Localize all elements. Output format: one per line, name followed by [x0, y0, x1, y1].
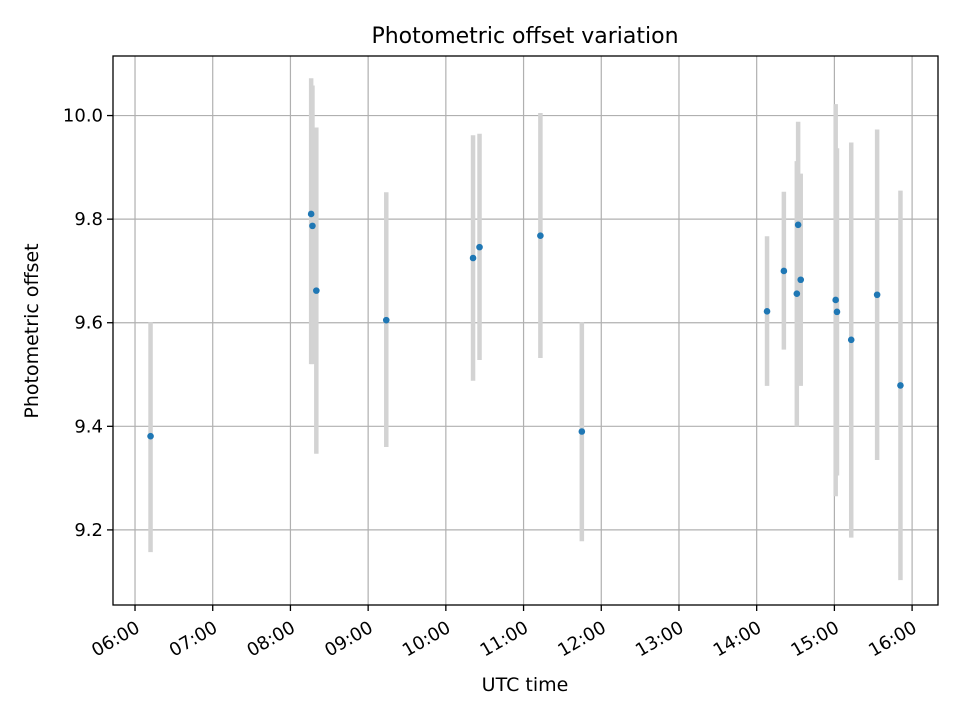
y-tick-label: 9.4 [74, 416, 103, 437]
point-layer [147, 210, 904, 440]
data-point [763, 308, 771, 315]
data-point [147, 432, 154, 440]
x-tick-label: 06:00 [88, 617, 143, 661]
x-tick-label: 10:00 [399, 617, 454, 661]
data-point [832, 296, 839, 304]
data-point [309, 222, 316, 230]
data-point [307, 210, 315, 218]
y-tick-label: 9.2 [74, 520, 103, 541]
data-point [873, 291, 881, 299]
data-point [469, 254, 477, 262]
errorbar-layer [148, 78, 903, 581]
data-point [897, 382, 904, 389]
data-point [476, 243, 483, 251]
x-tick-label: 16:00 [865, 617, 920, 661]
y-tick-label: 9.8 [74, 209, 103, 230]
data-point [793, 290, 801, 298]
x-tick-label: 08:00 [244, 617, 299, 661]
data-point [847, 336, 855, 344]
data-point [313, 287, 320, 294]
x-tick-label: 15:00 [787, 617, 842, 661]
data-point [537, 232, 544, 240]
y-axis-label: Photometric offset [21, 243, 43, 418]
x-tick-label: 12:00 [554, 617, 609, 661]
x-tick-label: 07:00 [166, 617, 221, 661]
x-axis-label: UTC time [482, 674, 569, 696]
x-tick-label: 14:00 [710, 617, 765, 661]
grid-layer [113, 56, 938, 605]
data-point [794, 221, 802, 229]
tick-layer: 06:00 07:00 08:00 09:00 10:00 11:00 12:00 13:00… [63, 106, 921, 662]
chart-title: Photometric offset variation [371, 24, 678, 49]
data-point [578, 428, 586, 435]
data-point [833, 308, 841, 316]
plot-frame [112, 55, 939, 606]
data-point [780, 267, 788, 275]
data-point [382, 316, 390, 324]
y-tick-label: 9.6 [74, 313, 103, 334]
x-tick-label: 13:00 [632, 617, 687, 661]
data-point [797, 276, 805, 284]
x-tick-label: 11:00 [477, 617, 532, 661]
y-tick-label: 10.0 [63, 106, 103, 127]
x-tick-label: 09:00 [321, 617, 376, 661]
